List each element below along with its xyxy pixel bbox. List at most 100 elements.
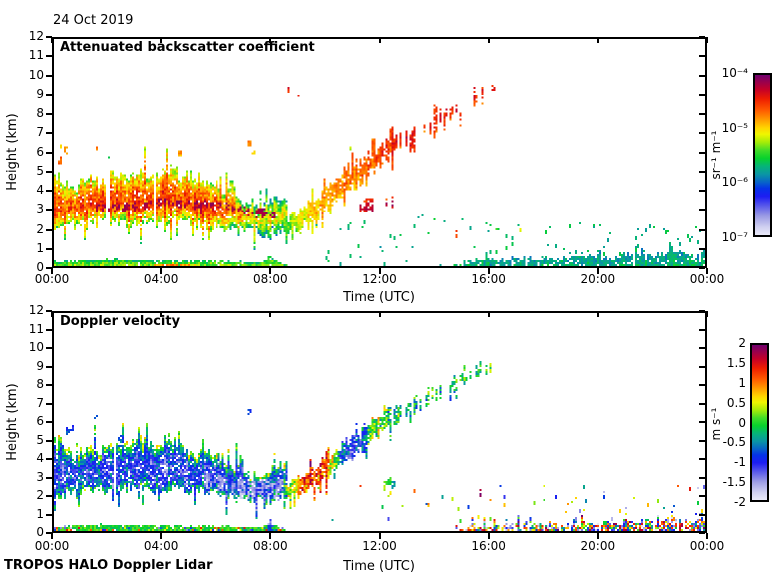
- y-tick-label: 5: [36, 432, 44, 447]
- y-axis-tick: [46, 402, 52, 405]
- y-tick-label: 9: [36, 358, 44, 373]
- x-axis-tick: [378, 268, 381, 274]
- y-tick-label: 0: [36, 260, 44, 274]
- y-axis-tick: [46, 190, 52, 192]
- doppler-heatmap-canvas: [52, 311, 707, 533]
- y-axis-tick: [699, 93, 705, 96]
- y-tick-label: 6: [36, 144, 44, 159]
- colorbar-tick-label: 10⁻⁵: [721, 120, 748, 135]
- x-tick-label: 08:00: [253, 272, 288, 286]
- y-axis-tick: [46, 532, 52, 534]
- y-axis-tick: [46, 267, 52, 269]
- colorbar-tick-label: -0.5: [722, 435, 746, 450]
- y-tick-label: 8: [36, 377, 44, 391]
- x-axis-tick: [706, 268, 708, 274]
- colorbar-tick-label: -1: [734, 455, 746, 470]
- y-axis-tick: [699, 328, 705, 331]
- y-axis-tick: [699, 74, 705, 77]
- y-tick-label: 8: [36, 106, 44, 120]
- y-axis-tick: [699, 132, 705, 135]
- y-axis-tick: [699, 36, 705, 38]
- y-tick-label: 5: [36, 163, 44, 178]
- colorbar-tick-label: 2: [738, 336, 746, 350]
- y-axis-tick: [699, 495, 705, 497]
- y-tick-label: 10: [28, 67, 44, 82]
- y-axis-tick: [699, 247, 705, 250]
- backscatter-title: Attenuated backscatter coefficient: [60, 40, 315, 55]
- x-axis-tick: [596, 37, 599, 43]
- y-tick-label: 3: [36, 202, 44, 217]
- colorbar-tick-label: 10⁻⁷: [721, 230, 748, 244]
- x-axis-tick: [51, 268, 53, 274]
- y-axis-tick: [46, 113, 52, 115]
- x-tick-label: 00:00: [34, 539, 70, 553]
- y-axis-tick: [699, 190, 705, 192]
- y-tick-label: 1: [36, 240, 44, 255]
- y-axis-tick: [699, 347, 705, 349]
- instrument-label: TROPOS HALO Doppler Lidar: [4, 558, 213, 573]
- x-tick-label: 16:00: [471, 272, 506, 286]
- y-axis-tick: [46, 495, 52, 497]
- y-axis-tick: [699, 421, 705, 423]
- backscatter-colorbar-unit: sr⁻¹ m⁻¹: [709, 130, 723, 180]
- x-axis-tick: [160, 311, 163, 317]
- x-tick-label: 00:00: [34, 272, 70, 286]
- y-axis-tick: [46, 74, 52, 77]
- y-tick-label: 2: [36, 221, 44, 236]
- y-axis-tick: [699, 170, 705, 173]
- y-axis-tick: [46, 439, 52, 442]
- y-axis-tick: [46, 310, 52, 312]
- y-axis-tick: [699, 476, 705, 479]
- x-axis-tick: [269, 533, 272, 539]
- x-axis-tick: [269, 311, 272, 317]
- y-tick-label: 10: [28, 340, 44, 354]
- y-axis-tick: [46, 421, 52, 423]
- y-axis-tick: [699, 365, 705, 368]
- x-axis-tick: [378, 37, 381, 43]
- x-tick-label: 00:00: [689, 539, 725, 553]
- doppler-x-axis-label: Time (UTC): [343, 559, 415, 574]
- x-tick-label: 00:00: [689, 272, 725, 286]
- x-axis-tick: [596, 268, 599, 274]
- x-tick-label: 04:00: [143, 539, 179, 553]
- x-axis-tick: [596, 533, 599, 539]
- y-axis-tick: [699, 402, 705, 405]
- y-axis-tick: [699, 55, 705, 58]
- x-axis-tick: [51, 37, 53, 43]
- y-tick-label: 1: [36, 506, 44, 521]
- y-axis-tick: [699, 209, 705, 212]
- y-axis-tick: [699, 458, 705, 460]
- x-axis-tick: [160, 37, 163, 43]
- colorbar-tick-label: 1: [738, 375, 746, 390]
- doppler-title: Doppler velocity: [60, 314, 181, 329]
- y-tick-label: 12: [28, 29, 44, 43]
- y-tick-label: 4: [36, 451, 44, 465]
- y-axis-tick: [46, 458, 52, 460]
- y-axis-tick: [46, 228, 52, 231]
- doppler-colorbar: [750, 343, 769, 502]
- x-axis-tick: [487, 533, 490, 539]
- y-axis-tick: [46, 513, 52, 516]
- x-axis-tick: [51, 533, 53, 539]
- y-axis-tick: [46, 365, 52, 368]
- date-label: 24 Oct 2019: [53, 13, 134, 28]
- colorbar-tick-label: -2: [734, 495, 746, 509]
- y-tick-label: 12: [28, 303, 44, 317]
- x-tick-label: 20:00: [580, 539, 616, 553]
- y-axis-tick: [46, 170, 52, 173]
- y-axis-tick: [46, 93, 52, 96]
- x-axis-tick: [596, 311, 599, 317]
- x-axis-tick: [269, 37, 272, 43]
- colorbar-tick-label: 0.5: [726, 395, 746, 410]
- colorbar-tick-label: 10⁻⁴: [721, 66, 748, 80]
- x-tick-label: 08:00: [253, 539, 288, 553]
- x-axis-tick: [487, 37, 490, 43]
- y-tick-label: 2: [36, 488, 44, 502]
- colorbar-tick-label: 0: [738, 415, 746, 430]
- x-axis-tick: [51, 311, 53, 317]
- x-axis-tick: [378, 311, 381, 317]
- y-tick-label: 11: [28, 321, 44, 336]
- y-axis-tick: [699, 151, 705, 154]
- x-axis-tick: [487, 268, 490, 274]
- x-axis-tick: [160, 268, 163, 274]
